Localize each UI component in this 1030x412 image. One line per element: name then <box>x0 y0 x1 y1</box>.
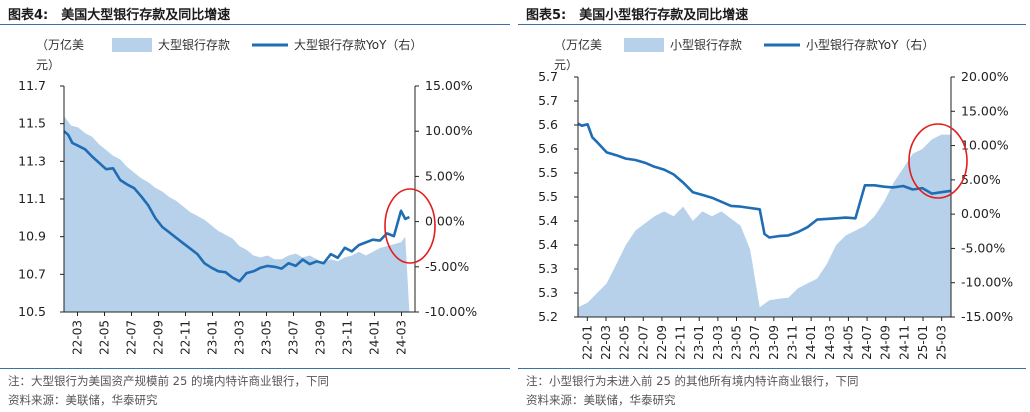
y-tick-label: 5.4 <box>538 213 558 228</box>
chart-panel-small-banks: 图表5: 美国小型银行存款及同比增速 （万亿美元） 小型银行存款 小型银行存款YoY… <box>518 0 1030 412</box>
legend-label: 大型银行存款 <box>158 38 230 52</box>
y2-tick-label: -5.00% <box>961 240 1005 255</box>
x-tick-label: 24-03 <box>823 325 837 360</box>
x-tick-label: 24-05 <box>841 325 855 360</box>
y2-tick-label: 5.00% <box>425 168 465 183</box>
x-tick-label: 23-09 <box>767 325 781 360</box>
x-tick-label: 22-01 <box>580 325 594 360</box>
y-tick-label: 10.9 <box>18 229 46 244</box>
y2-tick-label: 15.00% <box>425 78 473 93</box>
title-divider <box>0 24 510 25</box>
y-tick-label: 5.7 <box>538 93 558 108</box>
y-tick-label: 10.5 <box>18 304 46 319</box>
x-tick-label: 23-07 <box>287 320 301 355</box>
y-tick-label: 5.7 <box>538 69 558 84</box>
x-tick-label: 25-03 <box>935 325 949 360</box>
highlight-ellipse <box>384 188 436 264</box>
chart-title: 图表4: 美国大型银行存款及同比增速 <box>8 8 231 23</box>
chart-source: 资料来源：美联储，华泰研究 <box>526 393 676 407</box>
y-tick-label: 5.6 <box>538 141 558 156</box>
x-tick-label: 24-11 <box>897 325 911 360</box>
legend-label: 大型银行存款YoY（右） <box>294 37 422 52</box>
y-tick-label: 5.3 <box>538 285 558 300</box>
x-tick-label: 22-11 <box>674 325 688 360</box>
chart-panel-large-banks: 图表4: 美国大型银行存款及同比增速 （万亿美元） 大型银行存款 大型银行存款YoY… <box>0 0 514 412</box>
y-tick-label: 5.5 <box>538 165 558 180</box>
x-tick-label: 22-07 <box>636 325 650 360</box>
y-tick-label: 5.4 <box>538 237 558 252</box>
x-tick-label: 23-03 <box>233 320 247 355</box>
x-tick-label: 24-07 <box>860 325 874 360</box>
x-tick-label: 23-11 <box>341 320 355 355</box>
x-tick-label: 24-01 <box>804 325 818 360</box>
y2-tick-label: 20.00% <box>961 69 1009 84</box>
y-tick-label: 5.2 <box>538 309 558 324</box>
chart-note: 注：小型银行为未进入前 25 的其他所有境内特许商业银行，下同 <box>526 374 859 388</box>
y2-tick-label: 10.00% <box>425 123 473 138</box>
y-tick-label: 5.3 <box>538 261 558 276</box>
footer-divider <box>518 368 1026 369</box>
x-tick-label: 24-03 <box>395 320 409 355</box>
series-area <box>64 116 410 312</box>
y-tick-label: 11.1 <box>18 191 46 206</box>
y-tick-label: 11.5 <box>18 116 46 131</box>
chart-title: 图表5: 美国小型银行存款及同比增速 <box>526 8 749 23</box>
x-tick-label: 23-07 <box>748 325 762 360</box>
x-tick-label: 23-01 <box>692 325 706 360</box>
x-tick-label: 22-03 <box>599 325 613 360</box>
x-tick-label: 24-01 <box>368 320 382 355</box>
x-tick-label: 22-07 <box>125 320 139 355</box>
x-tick-label: 22-05 <box>98 320 112 355</box>
footer-divider <box>0 368 510 369</box>
series-line <box>577 122 952 239</box>
y2-tick-label: 0.00% <box>425 214 465 229</box>
y-axis-label: 元） <box>36 58 60 72</box>
chart-source: 资料来源：美联储，华泰研究 <box>8 393 158 407</box>
y2-tick-label: -10.00% <box>425 304 477 319</box>
x-tick-label: 22-09 <box>655 325 669 360</box>
legend-swatch-area <box>112 38 152 52</box>
y2-tick-label: 0.00% <box>961 206 1001 221</box>
chart-note: 注：大型银行为美国资产规模前 25 的境内特许商业银行，下同 <box>8 374 329 388</box>
x-tick-label: 25-01 <box>916 325 930 360</box>
y-tick-label: 5.6 <box>538 117 558 132</box>
legend-label: 小型银行存款 <box>670 38 742 52</box>
y-tick-label: 11.7 <box>18 78 46 93</box>
x-tick-label: 23-11 <box>785 325 799 360</box>
legend-label: 小型银行存款YoY（右） <box>806 37 934 52</box>
y2-tick-label: -5.00% <box>425 259 469 274</box>
x-tick-label: 23-09 <box>314 320 328 355</box>
y-tick-label: 10.7 <box>18 266 46 281</box>
y2-tick-label: -15.00% <box>961 309 1013 324</box>
x-tick-label: 22-09 <box>152 320 166 355</box>
x-tick-label: 23-03 <box>711 325 725 360</box>
y2-tick-label: 15.00% <box>961 103 1009 118</box>
y-axis-label: 元） <box>554 58 578 72</box>
y2-tick-label: -10.00% <box>961 275 1013 290</box>
legend-swatch-area <box>624 38 664 52</box>
y-tick-label: 11.3 <box>18 153 46 168</box>
series-area <box>578 134 951 317</box>
x-tick-label: 23-01 <box>206 320 220 355</box>
y-axis-label: （万亿美 <box>554 37 602 52</box>
x-tick-label: 24-09 <box>879 325 893 360</box>
x-tick-label: 22-11 <box>179 320 193 355</box>
y-tick-label: 5.5 <box>538 189 558 204</box>
x-tick-label: 22-03 <box>71 320 85 355</box>
y2-tick-label: 5.00% <box>961 172 1001 187</box>
series-line <box>63 130 410 283</box>
x-tick-label: 23-05 <box>730 325 744 360</box>
x-tick-label: 23-05 <box>260 320 274 355</box>
highlight-ellipse <box>908 123 968 199</box>
x-tick-label: 22-05 <box>618 325 632 360</box>
y-axis-label: （万亿美 <box>36 37 84 52</box>
y2-tick-label: 10.00% <box>961 138 1009 153</box>
title-divider <box>518 24 1026 25</box>
